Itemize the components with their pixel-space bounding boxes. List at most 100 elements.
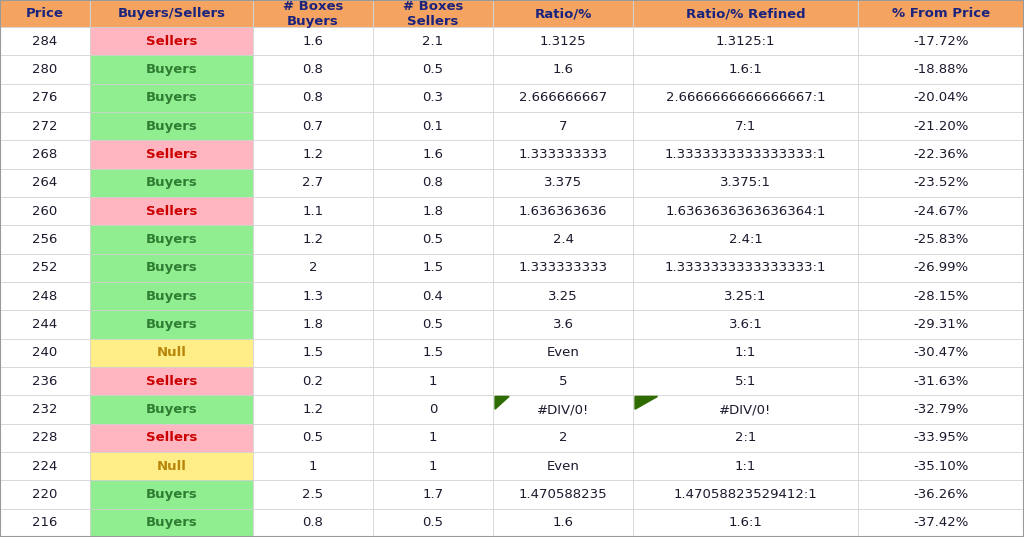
Bar <box>858 339 1024 367</box>
Text: 3.25:1: 3.25:1 <box>724 290 767 303</box>
Bar <box>858 141 1024 169</box>
Text: 244: 244 <box>33 318 57 331</box>
Text: #DIV/0!: #DIV/0! <box>720 403 772 416</box>
Bar <box>90 0 253 27</box>
Bar <box>633 27 858 55</box>
Text: 216: 216 <box>33 517 57 529</box>
Text: Buyers: Buyers <box>145 290 198 303</box>
Bar <box>858 197 1024 226</box>
Bar <box>253 27 373 55</box>
Bar <box>493 481 633 509</box>
Text: 1: 1 <box>309 460 317 473</box>
Bar <box>90 310 253 339</box>
Polygon shape <box>495 396 509 409</box>
Text: 1.5: 1.5 <box>423 346 443 359</box>
Text: -24.67%: -24.67% <box>913 205 969 217</box>
Bar <box>858 55 1024 84</box>
Bar <box>633 367 858 395</box>
Text: 0.7: 0.7 <box>302 120 324 133</box>
Text: Sellers: Sellers <box>145 148 198 161</box>
Text: -20.04%: -20.04% <box>913 91 969 104</box>
Bar <box>373 226 493 254</box>
Text: 1.6363636363636364:1: 1.6363636363636364:1 <box>666 205 825 217</box>
Text: -30.47%: -30.47% <box>913 346 969 359</box>
Bar <box>633 0 858 27</box>
Text: 1.333333333: 1.333333333 <box>518 262 607 274</box>
Bar <box>858 310 1024 339</box>
Text: -33.95%: -33.95% <box>913 431 969 444</box>
Text: 264: 264 <box>33 177 57 190</box>
Text: Ratio/%: Ratio/% <box>535 7 592 20</box>
Bar <box>0 481 90 509</box>
Bar <box>858 226 1024 254</box>
Text: 2.6666666666666667:1: 2.6666666666666667:1 <box>666 91 825 104</box>
Text: 272: 272 <box>32 120 57 133</box>
Text: -28.15%: -28.15% <box>913 290 969 303</box>
Bar <box>858 0 1024 27</box>
Bar <box>633 254 858 282</box>
Text: # Boxes
Sellers: # Boxes Sellers <box>402 0 463 27</box>
Text: 1.6: 1.6 <box>553 517 573 529</box>
Bar <box>858 481 1024 509</box>
Bar <box>90 27 253 55</box>
Text: 3.375: 3.375 <box>544 177 582 190</box>
Bar <box>90 282 253 310</box>
Text: 2.7: 2.7 <box>302 177 324 190</box>
Text: 1: 1 <box>429 431 437 444</box>
Bar <box>90 339 253 367</box>
Text: 228: 228 <box>33 431 57 444</box>
Text: -18.88%: -18.88% <box>913 63 969 76</box>
Bar <box>373 452 493 481</box>
Bar <box>90 141 253 169</box>
Bar <box>253 310 373 339</box>
Text: 0: 0 <box>429 403 437 416</box>
Text: 1.6: 1.6 <box>423 148 443 161</box>
Text: Price: Price <box>26 7 63 20</box>
Bar <box>253 424 373 452</box>
Bar <box>633 226 858 254</box>
Bar <box>858 367 1024 395</box>
Bar <box>633 395 858 424</box>
Text: Buyers: Buyers <box>145 233 198 246</box>
Text: 1.2: 1.2 <box>302 148 324 161</box>
Text: -21.20%: -21.20% <box>913 120 969 133</box>
Bar <box>253 481 373 509</box>
Bar <box>633 84 858 112</box>
Bar <box>858 112 1024 141</box>
Text: 284: 284 <box>33 35 57 48</box>
Text: Buyers: Buyers <box>145 177 198 190</box>
Bar <box>373 84 493 112</box>
Text: 3.25: 3.25 <box>548 290 578 303</box>
Text: 1.3333333333333333:1: 1.3333333333333333:1 <box>665 148 826 161</box>
Bar <box>253 141 373 169</box>
Bar <box>373 481 493 509</box>
Bar <box>253 84 373 112</box>
Text: 2.666666667: 2.666666667 <box>519 91 607 104</box>
Text: 1.7: 1.7 <box>423 488 443 501</box>
Text: 2:1: 2:1 <box>735 431 756 444</box>
Bar <box>253 169 373 197</box>
Text: 0.5: 0.5 <box>423 63 443 76</box>
Bar <box>493 339 633 367</box>
Bar <box>493 310 633 339</box>
Bar <box>493 141 633 169</box>
Bar <box>373 141 493 169</box>
Text: 1.636363636: 1.636363636 <box>519 205 607 217</box>
Bar <box>0 169 90 197</box>
Bar <box>90 509 253 537</box>
Text: -17.72%: -17.72% <box>913 35 969 48</box>
Text: 0.5: 0.5 <box>423 517 443 529</box>
Bar <box>0 226 90 254</box>
Bar <box>373 424 493 452</box>
Text: -25.83%: -25.83% <box>913 233 969 246</box>
Bar <box>373 0 493 27</box>
Bar <box>493 169 633 197</box>
Bar <box>0 339 90 367</box>
Bar <box>493 0 633 27</box>
Bar <box>90 84 253 112</box>
Text: 1.333333333: 1.333333333 <box>518 148 607 161</box>
Text: -26.99%: -26.99% <box>913 262 969 274</box>
Text: 0.1: 0.1 <box>423 120 443 133</box>
Text: 1.3125: 1.3125 <box>540 35 587 48</box>
Text: Buyers/Sellers: Buyers/Sellers <box>118 7 225 20</box>
